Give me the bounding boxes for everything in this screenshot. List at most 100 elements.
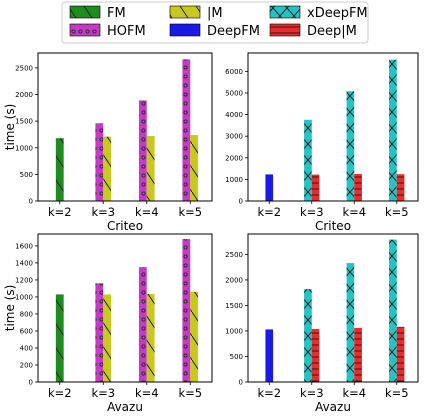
y-tick-label: 1600 bbox=[15, 242, 33, 250]
bar-deepim-k3 bbox=[311, 328, 320, 382]
legend: FM |M xDeepFM HOFM DeepFM Deep|M bbox=[61, 1, 369, 44]
y-axis-label: time (s) bbox=[3, 104, 17, 151]
x-tick-label-k5: k=5 bbox=[385, 205, 409, 219]
y-tick-label: 6000 bbox=[225, 68, 243, 76]
plot-frame bbox=[37, 52, 213, 202]
x-tick-label-k4: k=4 bbox=[342, 386, 366, 400]
y-tick-label: 5000 bbox=[225, 89, 243, 97]
y-tick-label: 2000 bbox=[225, 154, 243, 162]
legend-label-fm: FM bbox=[107, 6, 126, 21]
x-tick-label-k5: k=5 bbox=[178, 205, 202, 219]
bar-deepim-k5 bbox=[396, 326, 405, 382]
y-tick-label: 0 bbox=[239, 198, 243, 206]
x-tick-label-k2: k=2 bbox=[257, 205, 281, 219]
x-axis-label: Criteo bbox=[315, 219, 351, 233]
bar-im-k5 bbox=[190, 291, 199, 382]
bar-deepfm-k2 bbox=[265, 329, 274, 382]
bar-im-k5 bbox=[190, 134, 199, 201]
bar-fm-k2 bbox=[55, 294, 64, 382]
x-tick-label-k5: k=5 bbox=[178, 386, 202, 400]
y-tick-label: 2000 bbox=[15, 91, 33, 99]
legend-swatch-deepim bbox=[269, 23, 301, 37]
bar-hofm-k3 bbox=[95, 283, 104, 382]
y-tick-label: 4000 bbox=[225, 111, 243, 119]
bar-deepim-k5 bbox=[396, 174, 405, 201]
bar-hofm-k5 bbox=[182, 59, 191, 201]
y-tick-label: 0 bbox=[239, 379, 243, 387]
y-tick-label: 200 bbox=[20, 361, 33, 369]
x-tick-label-k2: k=2 bbox=[48, 386, 72, 400]
chart-panel-2: 0 1000 2000 3000 4000 5000 6000 k=2 k=3 k=4 k=5 Cri… bbox=[225, 52, 419, 233]
x-tick-label-k4: k=4 bbox=[135, 386, 159, 400]
bar-im-k4 bbox=[146, 136, 155, 201]
y-tick-label: 800 bbox=[20, 310, 33, 318]
bar-im-k4 bbox=[146, 293, 155, 382]
bar-im-k3 bbox=[103, 294, 112, 382]
x-tick-label-k2: k=2 bbox=[257, 386, 281, 400]
y-tick-label: 500 bbox=[20, 171, 33, 179]
legend-swatch-deepfm bbox=[169, 23, 201, 37]
bar-xdeepfm-k3 bbox=[304, 289, 312, 382]
bar-im-k3 bbox=[103, 136, 112, 201]
bar-xdeepfm-k3 bbox=[304, 119, 312, 201]
legend-swatch-xdeepfm bbox=[269, 5, 301, 19]
y-tick-label: 400 bbox=[20, 344, 33, 352]
bar-fm-k2 bbox=[55, 138, 64, 201]
legend-swatch-fm bbox=[69, 5, 101, 19]
x-tick-label-k3: k=3 bbox=[300, 205, 324, 219]
x-tick-label-k4: k=4 bbox=[135, 205, 159, 219]
y-tick-label: 600 bbox=[20, 327, 33, 335]
plot-frame bbox=[247, 233, 419, 383]
y-tick-label: 2000 bbox=[225, 276, 243, 284]
chart-panel-1: 0 500 1000 1500 2000 2500 k=2 k=3 k=4 k=5 Criteo ti… bbox=[3, 52, 213, 233]
x-tick-label-k5: k=5 bbox=[385, 386, 409, 400]
legend-swatch-im bbox=[169, 5, 201, 19]
x-tick-label-k3: k=3 bbox=[300, 386, 324, 400]
legend-label-xdeepfm: xDeepFM bbox=[307, 6, 368, 21]
y-tick-label: 1200 bbox=[15, 276, 33, 284]
bar-hofm-k4 bbox=[138, 267, 147, 382]
bar-hofm-k5 bbox=[182, 239, 191, 382]
x-axis-label: Criteo bbox=[107, 219, 143, 233]
x-tick-label-k3: k=3 bbox=[91, 386, 115, 400]
bar-deepim-k4 bbox=[354, 173, 362, 201]
bar-deepim-k4 bbox=[354, 327, 362, 382]
x-tick-label-k4: k=4 bbox=[342, 205, 366, 219]
y-tick-label: 1000 bbox=[15, 144, 33, 152]
y-tick-label: 1000 bbox=[225, 327, 243, 335]
bar-xdeepfm-k5 bbox=[389, 59, 397, 202]
y-tick-label: 2500 bbox=[15, 64, 33, 72]
plot-frame bbox=[37, 233, 213, 383]
x-axis-label: Avazu bbox=[315, 400, 351, 414]
y-tick-label: 0 bbox=[29, 198, 33, 206]
y-tick-label: 3000 bbox=[225, 133, 243, 141]
y-tick-label: 500 bbox=[230, 353, 243, 361]
x-tick-label-k2: k=2 bbox=[48, 205, 72, 219]
y-axis-label: time (s) bbox=[3, 285, 17, 332]
legend-swatch-hofm bbox=[69, 23, 101, 37]
bar-xdeepfm-k4 bbox=[346, 91, 355, 201]
chart-panel-4: 0 500 1000 1500 2000 2500 k=2 k=3 k=4 k=5 Avazu bbox=[225, 233, 419, 414]
legend-label-deepfm: DeepFM bbox=[207, 24, 260, 39]
bar-deepim-k3 bbox=[311, 174, 320, 201]
y-tick-label: 1000 bbox=[225, 176, 243, 184]
x-tick-label-k3: k=3 bbox=[91, 205, 115, 219]
bar-hofm-k4 bbox=[138, 100, 147, 201]
y-tick-label: 1500 bbox=[225, 302, 243, 310]
bar-deepfm-k2 bbox=[265, 174, 274, 201]
legend-label-im: |M bbox=[207, 6, 223, 21]
plot-frame bbox=[247, 52, 419, 202]
x-axis-label: Avazu bbox=[107, 400, 143, 414]
legend-label-hofm: HOFM bbox=[107, 24, 146, 39]
bar-xdeepfm-k4 bbox=[346, 263, 355, 382]
y-tick-label: 1000 bbox=[15, 293, 33, 301]
bar-xdeepfm-k5 bbox=[389, 239, 397, 382]
bar-hofm-k3 bbox=[95, 123, 104, 201]
legend-label-deepim: Deep|M bbox=[307, 24, 357, 39]
y-tick-label: 0 bbox=[29, 379, 33, 387]
chart-panel-3: 0 200 400 600 800 1000 1200 1400 1600 k=2 k=3 k=4 k=… bbox=[3, 233, 213, 414]
y-tick-label: 1400 bbox=[15, 259, 33, 267]
y-tick-label: 1500 bbox=[15, 118, 33, 126]
y-tick-label: 2500 bbox=[225, 251, 243, 259]
